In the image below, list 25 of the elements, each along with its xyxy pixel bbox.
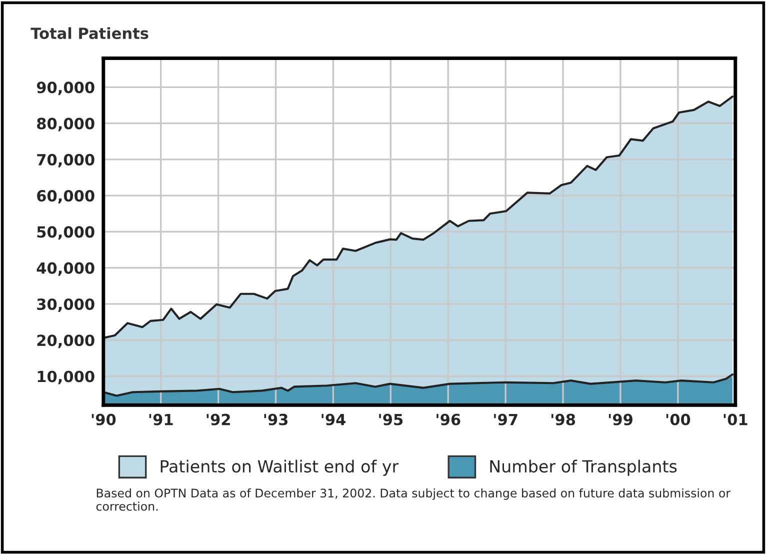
x-tick-label: '99	[608, 414, 632, 426]
legend-label: Patients on Waitlist end of yr	[160, 460, 399, 476]
y-tick-label: 60,000	[37, 190, 94, 204]
y-tick-label: 20,000	[37, 334, 94, 348]
x-tick-label: '90	[92, 414, 116, 426]
x-tick-label: '93	[264, 414, 288, 426]
x-tick-label: '98	[551, 414, 576, 426]
y-tick-label: 80,000	[37, 118, 94, 132]
y-tick-label: 10,000	[38, 370, 94, 384]
legend-label: Number of Transplants	[490, 460, 677, 476]
x-tick-label: '00	[666, 414, 690, 426]
y-tick-label: 50,000	[37, 226, 94, 240]
y-tick-label: 70,000	[37, 154, 94, 168]
y-tick-label: 90,000	[36, 82, 94, 96]
x-tick-label: '91	[149, 414, 173, 426]
x-tick-label: '01	[724, 414, 748, 426]
x-tick-label: '95	[379, 414, 403, 426]
y-tick-label: 40,000	[36, 262, 94, 276]
y-tick-label: 30,000	[37, 298, 94, 312]
x-tick-label: '97	[494, 414, 518, 426]
x-tick-label: '92	[206, 414, 230, 426]
x-tick-label: '94	[322, 414, 346, 426]
chart-title: Total Patients	[30, 27, 148, 40]
text: Based on OPTN Data as of December 31, 2002. Data subject to change based on future data submission or correction.	[96, 488, 731, 511]
x-tick-label: '96	[436, 414, 460, 426]
